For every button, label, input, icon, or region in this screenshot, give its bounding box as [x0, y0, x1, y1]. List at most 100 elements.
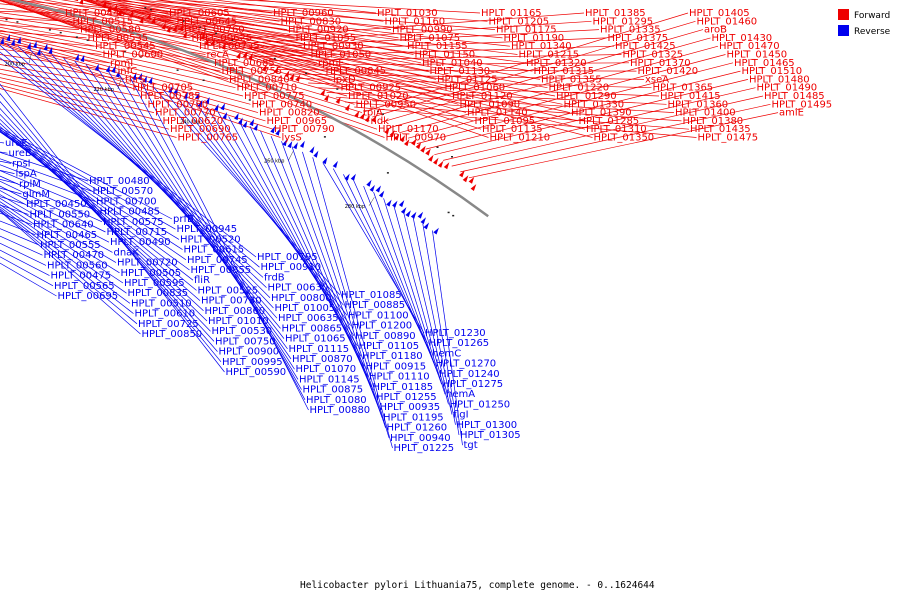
forward-feature [284, 70, 290, 78]
gene-label: HPLT_01380 [683, 116, 744, 127]
gene-label: HPLT_01175 [496, 25, 557, 36]
gene-label: HPLT_00750 [215, 336, 276, 347]
gene-label: HPLT_00705 [133, 83, 194, 94]
gene-label: HPLT_00765 [178, 133, 239, 144]
label-connector [0, 185, 110, 243]
label-connector [0, 35, 244, 97]
gene-label: HPLT_00565 [54, 281, 115, 292]
label-connector [5, 0, 333, 80]
label-connector [0, 0, 378, 130]
minor-feature [248, 99, 251, 101]
label-connector [425, 70, 741, 150]
gene-label: HPLT_01065 [285, 334, 346, 345]
forward-feature [74, 0, 79, 2]
label-connector [0, 73, 147, 105]
gene-label: HPLT_00480 [89, 176, 150, 187]
label-connector [261, 54, 622, 62]
forward-feature [289, 73, 295, 81]
reverse-feature [220, 103, 225, 111]
label-connector [203, 36, 593, 138]
gene-label: rpmF [318, 58, 344, 69]
gene-label: HPLT_01255 [376, 392, 437, 403]
gene-label: HPLT_01405 [689, 8, 750, 19]
minor-feature [258, 103, 261, 106]
label-connector [0, 0, 355, 105]
reverse-feature [332, 160, 338, 168]
gene-label: HPLT_00850 [142, 329, 203, 340]
forward-feature [182, 31, 187, 39]
label-connector [363, 185, 439, 374]
label-connector [0, 12, 191, 39]
label-connector [317, 87, 667, 105]
reverse-feature [43, 43, 48, 51]
gene-label: hemC [432, 348, 461, 359]
gene-label: glmM [23, 189, 51, 200]
reverse-feature [137, 72, 143, 80]
reverse-feature [344, 173, 350, 181]
gene-label: HPLT_01210 [490, 133, 551, 144]
gene-label: HPLT_00885 [345, 300, 406, 311]
gene-label: thrS [125, 74, 146, 85]
forward-feature [236, 51, 241, 59]
label-connector [105, 3, 518, 55]
label-connector [121, 0, 414, 55]
reverse-feature [195, 92, 200, 100]
gene-label: HPLT_01290 [556, 91, 617, 102]
label-connector [94, 0, 437, 80]
label-connector [85, 64, 292, 360]
forward-feature [151, 16, 156, 24]
gene-label: HPLT_00910 [261, 262, 322, 273]
label-connector [174, 25, 571, 113]
gene-label: HPLT_00930 [303, 41, 364, 52]
minor-feature [198, 26, 201, 28]
forward-feature [425, 148, 431, 156]
gene-label: HPLT_01215 [519, 50, 580, 61]
label-connector [0, 208, 134, 314]
label-connector [0, 88, 177, 138]
label-connector [412, 217, 456, 425]
label-connector [115, 6, 526, 64]
gene-label: HPLT_00640 [33, 220, 94, 231]
label-connector [0, 180, 106, 233]
gene-label: HPLT_01250 [450, 399, 511, 410]
reverse-feature [75, 53, 79, 61]
label-connector [0, 37, 251, 105]
reverse-feature [378, 190, 385, 198]
gene-label: HPLT_00740 [252, 99, 313, 110]
label-connector [0, 113, 211, 332]
label-connector [0, 204, 127, 294]
gene-label: HPLT_00880 [310, 405, 371, 416]
gene-label: lysS [282, 133, 302, 144]
reverse-feature [173, 86, 178, 95]
label-connector [0, 130, 194, 281]
gene-label: HPLT_01060 [445, 83, 506, 94]
gene-label: HPLT_01370 [630, 58, 691, 69]
legend-reverse-label: Reverse [854, 27, 891, 37]
forward-feature [261, 64, 267, 72]
minor-feature [144, 7, 147, 9]
gene-label: HPLT_00490 [110, 237, 171, 248]
forward-feature [443, 162, 450, 170]
tick-label: 220 kbp [94, 87, 114, 93]
gene-label: HPLT_01430 [712, 33, 773, 44]
gene-label: tgt [464, 440, 478, 451]
label-connector [95, 0, 511, 47]
gene-label: HPLT_01360 [668, 99, 729, 110]
forward-feature [179, 24, 184, 32]
label-connector [407, 54, 726, 139]
gene-label: HPLT_00545 [95, 41, 156, 52]
gene-label: HPLT_00830 [281, 16, 342, 27]
minor-feature [382, 113, 384, 115]
label-connector [29, 48, 274, 309]
label-connector [0, 101, 218, 352]
forward-feature [295, 74, 301, 82]
label-connector [0, 0, 348, 97]
forward-feature [344, 103, 350, 112]
gene-label: HPLT_01180 [362, 351, 423, 362]
reverse-feature [234, 112, 239, 121]
gene-label: HPLT_00840 [229, 74, 290, 85]
label-connector [0, 158, 92, 192]
forward-feature [468, 176, 475, 184]
reverse-feature [105, 65, 110, 73]
